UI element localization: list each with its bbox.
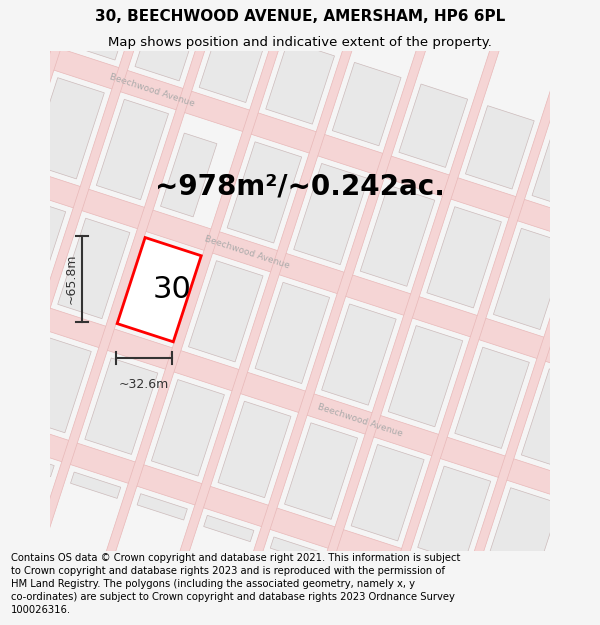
Polygon shape	[337, 559, 387, 585]
Polygon shape	[532, 127, 600, 211]
Polygon shape	[388, 326, 463, 427]
Polygon shape	[0, 316, 27, 412]
Polygon shape	[151, 379, 224, 476]
Polygon shape	[0, 0, 215, 625]
Polygon shape	[259, 0, 545, 625]
Polygon shape	[418, 466, 491, 562]
Text: Beechwood Avenue: Beechwood Avenue	[317, 402, 404, 439]
Polygon shape	[0, 123, 600, 422]
Polygon shape	[392, 0, 600, 625]
Polygon shape	[0, 356, 600, 625]
Polygon shape	[470, 602, 523, 625]
Polygon shape	[332, 62, 401, 146]
Polygon shape	[0, 242, 600, 541]
Polygon shape	[325, 0, 600, 625]
Text: Contains OS data © Crown copyright and database right 2021. This information is : Contains OS data © Crown copyright and d…	[11, 554, 460, 564]
Polygon shape	[521, 369, 598, 471]
Polygon shape	[137, 494, 187, 520]
Polygon shape	[71, 472, 121, 498]
Polygon shape	[0, 0, 279, 625]
Polygon shape	[85, 358, 158, 454]
Text: co-ordinates) are subject to Crown copyright and database rights 2023 Ordnance S: co-ordinates) are subject to Crown copyr…	[11, 592, 455, 602]
Polygon shape	[199, 19, 268, 102]
Polygon shape	[266, 41, 335, 124]
Polygon shape	[0, 4, 600, 304]
Polygon shape	[68, 0, 137, 60]
Polygon shape	[399, 84, 467, 168]
Polygon shape	[360, 185, 435, 286]
Text: Beechwood Avenue: Beechwood Avenue	[203, 234, 290, 271]
Polygon shape	[7, 451, 54, 477]
Polygon shape	[255, 282, 329, 384]
Polygon shape	[493, 228, 568, 329]
Text: 30: 30	[152, 275, 191, 304]
Polygon shape	[599, 149, 600, 233]
Polygon shape	[351, 444, 424, 541]
Polygon shape	[0, 0, 149, 625]
Polygon shape	[461, 0, 600, 625]
Polygon shape	[284, 423, 358, 519]
Polygon shape	[427, 207, 502, 308]
Polygon shape	[466, 106, 534, 189]
Polygon shape	[403, 580, 454, 606]
Text: ~65.8m: ~65.8m	[65, 254, 78, 304]
Polygon shape	[0, 197, 66, 298]
Polygon shape	[20, 337, 91, 432]
Polygon shape	[59, 0, 346, 625]
Polygon shape	[122, 239, 196, 340]
Text: ~978m²/~0.242ac.: ~978m²/~0.242ac.	[155, 173, 445, 200]
Polygon shape	[455, 348, 529, 448]
Text: Map shows position and indicative extent of the property.: Map shows position and indicative extent…	[108, 36, 492, 49]
Polygon shape	[193, 0, 479, 625]
Polygon shape	[126, 0, 412, 625]
Polygon shape	[270, 537, 320, 563]
Text: ~32.6m: ~32.6m	[119, 378, 169, 391]
Polygon shape	[135, 0, 202, 81]
Polygon shape	[203, 516, 254, 542]
Polygon shape	[484, 488, 560, 585]
Polygon shape	[293, 164, 368, 264]
Polygon shape	[560, 250, 600, 352]
Polygon shape	[227, 142, 302, 243]
Polygon shape	[322, 304, 396, 405]
Text: Beechwood Avenue: Beechwood Avenue	[109, 72, 196, 108]
Text: HM Land Registry. The polygons (including the associated geometry, namely x, y: HM Land Registry. The polygons (includin…	[11, 579, 415, 589]
Text: to Crown copyright and database rights 2023 and is reproduced with the permissio: to Crown copyright and database rights 2…	[11, 566, 445, 576]
Polygon shape	[58, 218, 130, 319]
Polygon shape	[188, 261, 263, 362]
Polygon shape	[30, 78, 104, 179]
Polygon shape	[161, 133, 217, 217]
Text: 30, BEECHWOOD AVENUE, AMERSHAM, HP6 6PL: 30, BEECHWOOD AVENUE, AMERSHAM, HP6 6PL	[95, 9, 505, 24]
Polygon shape	[117, 238, 201, 342]
Text: 100026316.: 100026316.	[11, 605, 71, 615]
Polygon shape	[97, 99, 169, 200]
Polygon shape	[218, 401, 291, 498]
